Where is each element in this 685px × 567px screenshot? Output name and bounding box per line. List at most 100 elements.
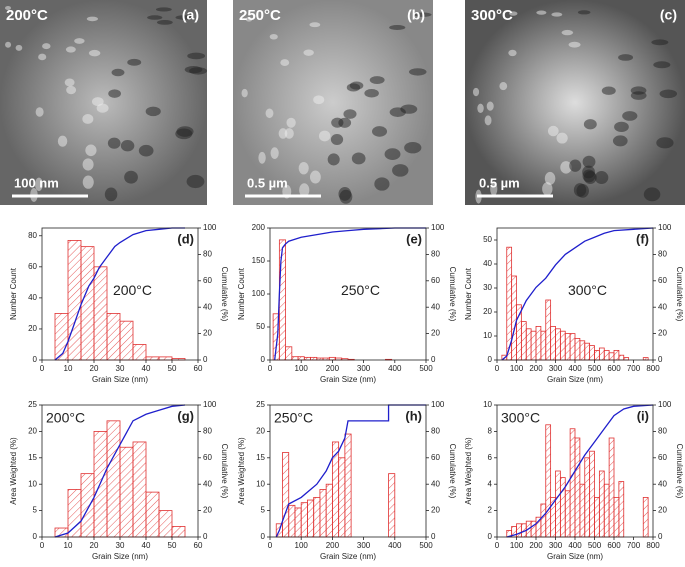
grain — [618, 54, 634, 61]
x-tick-label: 200 — [529, 541, 543, 550]
bar — [93, 266, 108, 361]
bar — [80, 246, 95, 361]
grain — [509, 11, 518, 16]
y-axis-label: Number Count — [9, 267, 18, 320]
bar — [145, 356, 160, 361]
y-tick-label: 50 — [256, 322, 265, 331]
grain — [241, 88, 248, 98]
grain — [175, 128, 193, 140]
bar — [525, 328, 532, 361]
grain — [364, 89, 379, 98]
scale-bar-label: 0.5 µm — [479, 175, 520, 190]
bar — [344, 433, 352, 538]
cumulative-line — [275, 404, 426, 538]
y2-axis-label: Cumulative (%) — [448, 444, 457, 499]
grain — [74, 38, 85, 44]
y2-tick-label: 0 — [658, 532, 663, 541]
y-tick-label: 0 — [261, 355, 266, 364]
bar — [67, 489, 82, 538]
bar — [589, 345, 595, 361]
cumulative-line — [54, 227, 185, 361]
grain — [313, 95, 325, 105]
x-tick-label: 100 — [510, 541, 524, 550]
bar — [540, 503, 547, 538]
x-tick-label: 700 — [627, 541, 641, 550]
image-label: 300°C — [471, 7, 513, 24]
bar — [535, 325, 542, 361]
x-tick-label: 500 — [588, 364, 602, 373]
bar — [603, 483, 610, 538]
y-tick-label: 10 — [483, 400, 492, 409]
y2-tick-label: 60 — [431, 453, 440, 462]
y2-tick-label: 60 — [203, 276, 212, 285]
grain — [284, 128, 294, 139]
scale-bar-label: 100 nm — [14, 175, 59, 190]
y2-tick-label: 100 — [431, 223, 445, 232]
y-tick-label: 40 — [28, 293, 37, 302]
bar — [291, 356, 299, 361]
grain — [351, 152, 366, 165]
y-tick-label: 40 — [483, 259, 492, 268]
x-tick-label: 800 — [646, 541, 660, 550]
bar — [594, 349, 600, 361]
y2-tick-label: 20 — [203, 506, 212, 515]
grain — [560, 161, 572, 174]
grain — [189, 67, 208, 75]
grain — [265, 108, 274, 119]
grain — [568, 41, 581, 48]
bar — [545, 299, 552, 361]
grain — [338, 117, 352, 128]
x-tick-label: 200 — [326, 364, 340, 373]
panel-label: (i) — [637, 408, 649, 423]
grain — [35, 107, 44, 117]
x-tick-label: 200 — [326, 541, 340, 550]
bar — [297, 356, 305, 361]
grain — [384, 148, 401, 160]
grain — [127, 58, 142, 66]
y-tick-label: 20 — [256, 427, 265, 436]
grain — [614, 121, 629, 133]
bar — [584, 342, 591, 361]
grain — [659, 89, 678, 99]
y-tick-label: 2 — [488, 506, 493, 515]
y-axis-label: Area Weighted (%) — [237, 437, 246, 505]
grain — [270, 147, 279, 159]
y-axis-label: Number Count — [464, 267, 473, 320]
bar — [145, 491, 160, 538]
image-panel: (c) — [660, 7, 677, 23]
grain — [369, 76, 385, 84]
x-tick-label: 500 — [419, 541, 433, 550]
bar — [559, 330, 566, 361]
bar — [559, 477, 566, 538]
y-tick-label: 80 — [28, 231, 37, 240]
y2-tick-label: 100 — [203, 223, 217, 232]
grain — [147, 15, 163, 20]
y2-tick-label: 40 — [431, 479, 440, 488]
y2-tick-label: 80 — [203, 250, 212, 259]
grain — [343, 109, 357, 119]
y-tick-label: 4 — [488, 479, 493, 488]
y-axis-label: Area Weighted (%) — [464, 437, 473, 505]
y2-tick-label: 60 — [431, 276, 440, 285]
panel-label: (d) — [177, 231, 194, 246]
y2-axis-label: Cumulative (%) — [675, 267, 684, 322]
bar — [550, 325, 556, 361]
x-tick-label: 0 — [40, 364, 45, 373]
cumulative-line — [501, 227, 654, 361]
grain — [630, 86, 647, 95]
bar — [555, 470, 561, 538]
grain — [486, 101, 494, 111]
y2-tick-label: 60 — [203, 453, 212, 462]
grain — [404, 141, 422, 154]
x-axis-label: Grain Size (nm) — [320, 375, 376, 384]
grain — [155, 7, 172, 12]
x-tick-label: 50 — [168, 364, 177, 373]
y2-axis-label: Cumulative (%) — [448, 267, 457, 322]
grain — [542, 182, 553, 196]
grain — [5, 41, 12, 48]
bar — [545, 424, 552, 538]
y2-tick-label: 80 — [203, 427, 212, 436]
grain — [622, 111, 638, 121]
x-tick-label: 100 — [295, 541, 309, 550]
x-tick-label: 500 — [419, 364, 433, 373]
